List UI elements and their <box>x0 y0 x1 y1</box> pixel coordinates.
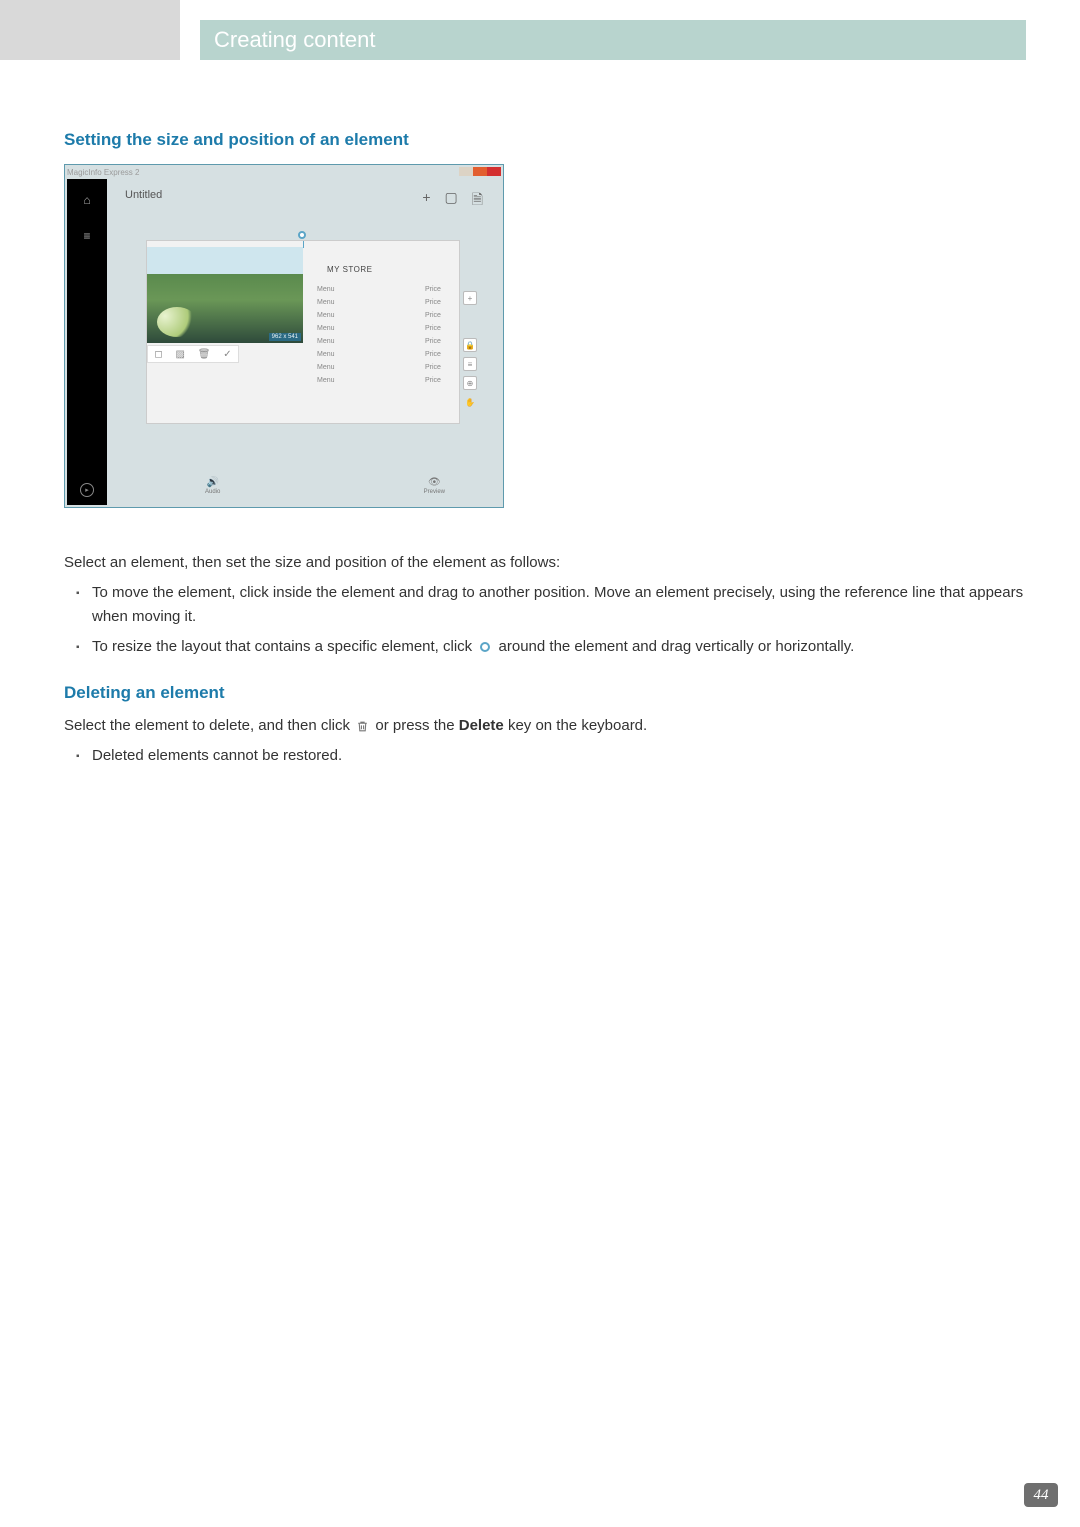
save-icon[interactable]: 🗎 <box>472 189 483 213</box>
price-row: Price <box>425 283 441 296</box>
price-row: Price <box>425 348 441 361</box>
menu-icon[interactable]: ≡ <box>83 229 90 243</box>
price-column: Price Price Price Price Price Price Pric… <box>425 283 441 387</box>
handle-circle-icon <box>298 231 306 239</box>
page-content: Setting the size and position of an elem… <box>64 130 1026 792</box>
price-row: Price <box>425 361 441 374</box>
menu-column: Menu Menu Menu Menu Menu Menu Menu Menu <box>317 283 335 387</box>
menu-row: Menu <box>317 335 335 348</box>
edit-surface: 962 x 541 ◻ ▨ 🗑 ✓ MY STORE Menu Menu Men… <box>147 241 459 423</box>
price-row: Price <box>425 296 441 309</box>
delete-text-mid: or press the <box>375 717 458 734</box>
home-icon[interactable]: ⌂ <box>83 193 90 207</box>
menu-row: Menu <box>317 283 335 296</box>
page-icon[interactable]: ▢ <box>445 189 458 213</box>
price-row: Price <box>425 374 441 387</box>
bullet-list-delete: Deleted elements cannot be restored. <box>64 744 1026 768</box>
menu-row: Menu <box>317 309 335 322</box>
window-max-icon <box>473 167 487 176</box>
delete-text-pre: Select the element to delete, and then c… <box>64 717 354 734</box>
plus-icon[interactable]: + <box>422 189 430 213</box>
bullet-text-pre: To resize the layout that contains a spe… <box>92 638 476 655</box>
element-toolbar: ◻ ▨ 🗑 ✓ <box>147 345 239 363</box>
right-tools: + 🔒 ≡ ⊕ ✋ <box>463 291 477 409</box>
eye-icon: 👁 <box>424 477 445 488</box>
page-number: 44 <box>1024 1483 1058 1507</box>
bullet-list: To move the element, click inside the el… <box>64 581 1026 659</box>
canvas-area: Untitled + ▢ 🗎 962 x 541 ◻ ▨ 🗑 ✓ <box>107 179 501 505</box>
app-screenshot: MagicInfo Express 2 ⌂ ≡ ▸ Untitled + ▢ 🗎 <box>64 164 504 508</box>
crop-icon[interactable]: ◻ <box>154 349 162 360</box>
menu-row: Menu <box>317 374 335 387</box>
trash-icon <box>356 719 369 734</box>
bullet-item: To resize the layout that contains a spe… <box>92 635 1026 659</box>
bullet-item: To move the element, click inside the el… <box>92 581 1026 629</box>
preview-label: Preview <box>424 489 445 495</box>
tool-lock-icon[interactable]: 🔒 <box>463 338 477 352</box>
handle-stem <box>303 241 304 248</box>
preview-button[interactable]: 👁 Preview <box>424 477 445 495</box>
delete-key-name: Delete <box>459 717 504 734</box>
delete-text-post: key on the keyboard. <box>508 717 647 734</box>
trash-small-icon[interactable]: 🗑 <box>198 349 211 360</box>
section-heading-delete: Deleting an element <box>64 683 1026 703</box>
bottom-labels: 🔊 Audio 👁 Preview <box>147 477 461 495</box>
section-heading-size-position: Setting the size and position of an elem… <box>64 130 1026 150</box>
menu-row: Menu <box>317 296 335 309</box>
resize-handle[interactable] <box>298 231 308 241</box>
price-row: Price <box>425 335 441 348</box>
audio-label: Audio <box>205 489 220 495</box>
bullet-item: Deleted elements cannot be restored. <box>92 744 1026 768</box>
chapter-title: Creating content <box>214 27 375 53</box>
resize-handle-icon <box>480 642 490 652</box>
fill-icon[interactable]: ▨ <box>175 349 184 360</box>
window-min-icon <box>459 167 473 176</box>
section-intro: Select an element, then set the size and… <box>64 554 1026 571</box>
audio-button[interactable]: 🔊 Audio <box>205 477 220 495</box>
menu-row: Menu <box>317 348 335 361</box>
window-close-icon <box>487 167 501 176</box>
menu-row: Menu <box>317 322 335 335</box>
image-element[interactable]: 962 x 541 <box>147 247 303 343</box>
bullet-text-post: around the element and drag vertically o… <box>499 638 855 655</box>
price-row: Price <box>425 322 441 335</box>
left-margin-block <box>0 0 180 60</box>
tool-list-icon[interactable]: ≡ <box>463 357 477 371</box>
document-title: Untitled <box>125 189 162 201</box>
tool-expand-icon[interactable]: ⊕ <box>463 376 477 390</box>
menu-row: Menu <box>317 361 335 374</box>
tool-add-icon[interactable]: + <box>463 291 477 305</box>
speaker-icon: 🔊 <box>205 477 220 488</box>
toolbar-top: + ▢ 🗎 <box>422 189 483 213</box>
store-heading: MY STORE <box>327 265 373 274</box>
price-row: Price <box>425 309 441 322</box>
chapter-header: Creating content <box>200 20 1026 60</box>
app-sidebar: ⌂ ≡ ▸ <box>67 179 107 505</box>
window-app-name: MagicInfo Express 2 <box>67 168 139 177</box>
size-badge: 962 x 541 <box>269 333 301 341</box>
delete-intro: Select the element to delete, and then c… <box>64 717 1026 734</box>
tool-hand-icon[interactable]: ✋ <box>463 395 477 409</box>
play-icon[interactable]: ▸ <box>80 483 94 497</box>
window-buttons <box>459 167 501 176</box>
check-icon[interactable]: ✓ <box>223 349 231 360</box>
